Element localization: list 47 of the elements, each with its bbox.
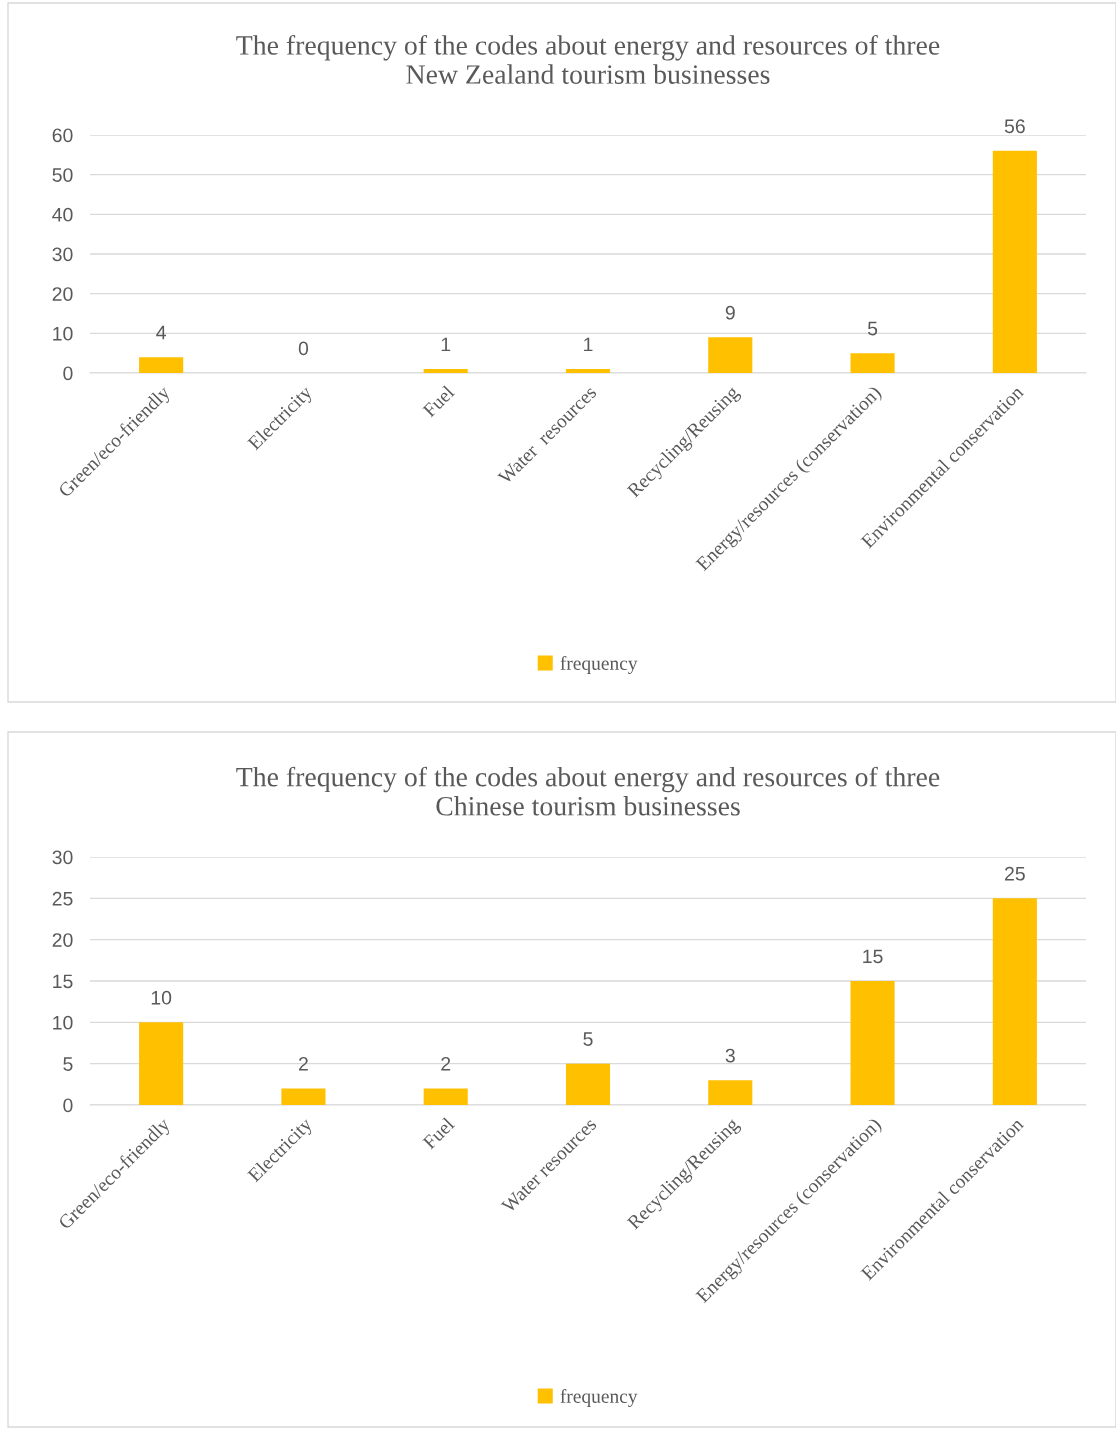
legend-label: frequency: [560, 656, 638, 674]
y-tick-label: 10: [53, 1015, 73, 1030]
data-label: 25: [1005, 866, 1025, 881]
y-tick-label: 0: [63, 1098, 73, 1113]
y-tick-label: 30: [52, 850, 73, 865]
bar: [565, 369, 611, 373]
data-label: 10: [151, 990, 172, 1005]
y-tick-label: 20: [52, 933, 73, 947]
data-label: 3: [725, 1048, 735, 1063]
data-label: 1: [584, 337, 593, 352]
legend-label: frequency: [560, 1389, 638, 1407]
data-label: 0: [298, 341, 309, 356]
y-tick-label: 60: [52, 128, 73, 143]
y-tick-label: 20: [52, 287, 73, 301]
y-tick-label: 40: [52, 207, 73, 222]
y-tick-label: 10: [53, 326, 73, 341]
chart-title: The frequency of the codes about energy and resources of three Chinese tourism businesses: [236, 766, 940, 816]
y-tick-label: 15: [53, 974, 73, 989]
data-label: 4: [156, 325, 166, 340]
data-label: 5: [867, 321, 878, 336]
bar: [708, 337, 753, 373]
bar: [992, 150, 1037, 373]
data-label: 56: [1004, 119, 1025, 134]
y-tick-label: 50: [52, 168, 73, 182]
y-tick-label: 5: [63, 1057, 73, 1071]
data-label: 1: [441, 337, 451, 352]
bar: [423, 1088, 468, 1105]
bar: [708, 1080, 753, 1105]
bar: [992, 898, 1037, 1105]
y-tick-label: 0: [63, 366, 73, 381]
data-label: 2: [441, 1056, 451, 1071]
data-label: 2: [299, 1056, 308, 1071]
bar: [281, 1088, 326, 1105]
bar: [850, 353, 895, 373]
bar: [565, 1063, 611, 1105]
bar: [139, 357, 184, 373]
bar: [139, 1022, 184, 1105]
y-tick-label: 25: [52, 891, 73, 906]
bar: [850, 981, 895, 1105]
data-label: 15: [863, 949, 883, 964]
x-tick-label: Fuel: [421, 1116, 456, 1150]
bar: [423, 369, 468, 373]
data-label: 5: [583, 1032, 593, 1046]
y-tick-label: 30: [52, 247, 73, 262]
data-label: 9: [725, 305, 735, 320]
chart-title: The frequency of the codes about energy and resources of three New Zealand tourism businesses: [236, 34, 940, 84]
x-tick-label: Fuel: [421, 384, 456, 418]
